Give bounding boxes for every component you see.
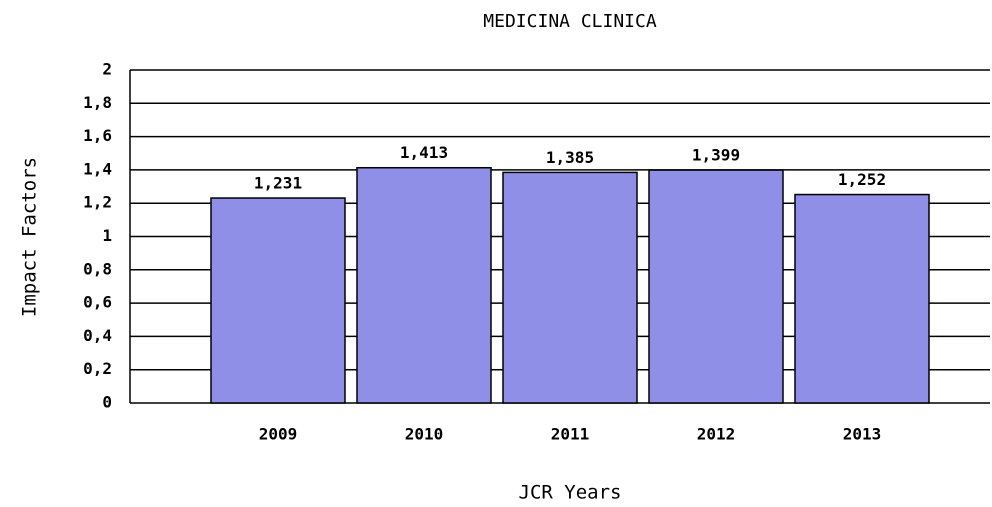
x-tick-label: 2013 [843,425,882,444]
data-label: 1,399 [692,146,740,165]
y-tick-label: 1,4 [83,159,112,178]
x-tick-label: 2011 [551,425,590,444]
y-tick-label: 1,8 [83,93,112,112]
data-label: 1,252 [838,170,886,189]
x-tick-label: 2009 [259,425,298,444]
y-tick-label: 0,4 [83,326,112,345]
x-axis-label: JCR Years [519,482,622,504]
bar [210,197,346,404]
data-label: 1,413 [400,143,448,162]
bar [502,171,638,404]
chart-title: MEDICINA CLINICA [483,11,657,32]
y-tick-label: 2 [102,60,112,79]
y-tick-label: 1,6 [83,126,112,145]
bar [794,193,930,404]
bar [648,169,784,404]
y-tick-label: 0,6 [83,293,112,312]
y-tick-label: 1,2 [83,193,112,212]
x-tick-label: 2012 [697,425,736,444]
y-tick-label: 0,8 [83,259,112,278]
bar [356,166,492,404]
data-label: 1,231 [254,174,302,193]
y-tick-label: 0,2 [83,359,112,378]
y-axis-label: Impact Factors [19,157,41,317]
x-tick-label: 2010 [405,425,444,444]
data-label: 1,385 [546,148,594,167]
y-tick-label: 0 [102,393,112,412]
y-tick-label: 1 [102,226,112,245]
